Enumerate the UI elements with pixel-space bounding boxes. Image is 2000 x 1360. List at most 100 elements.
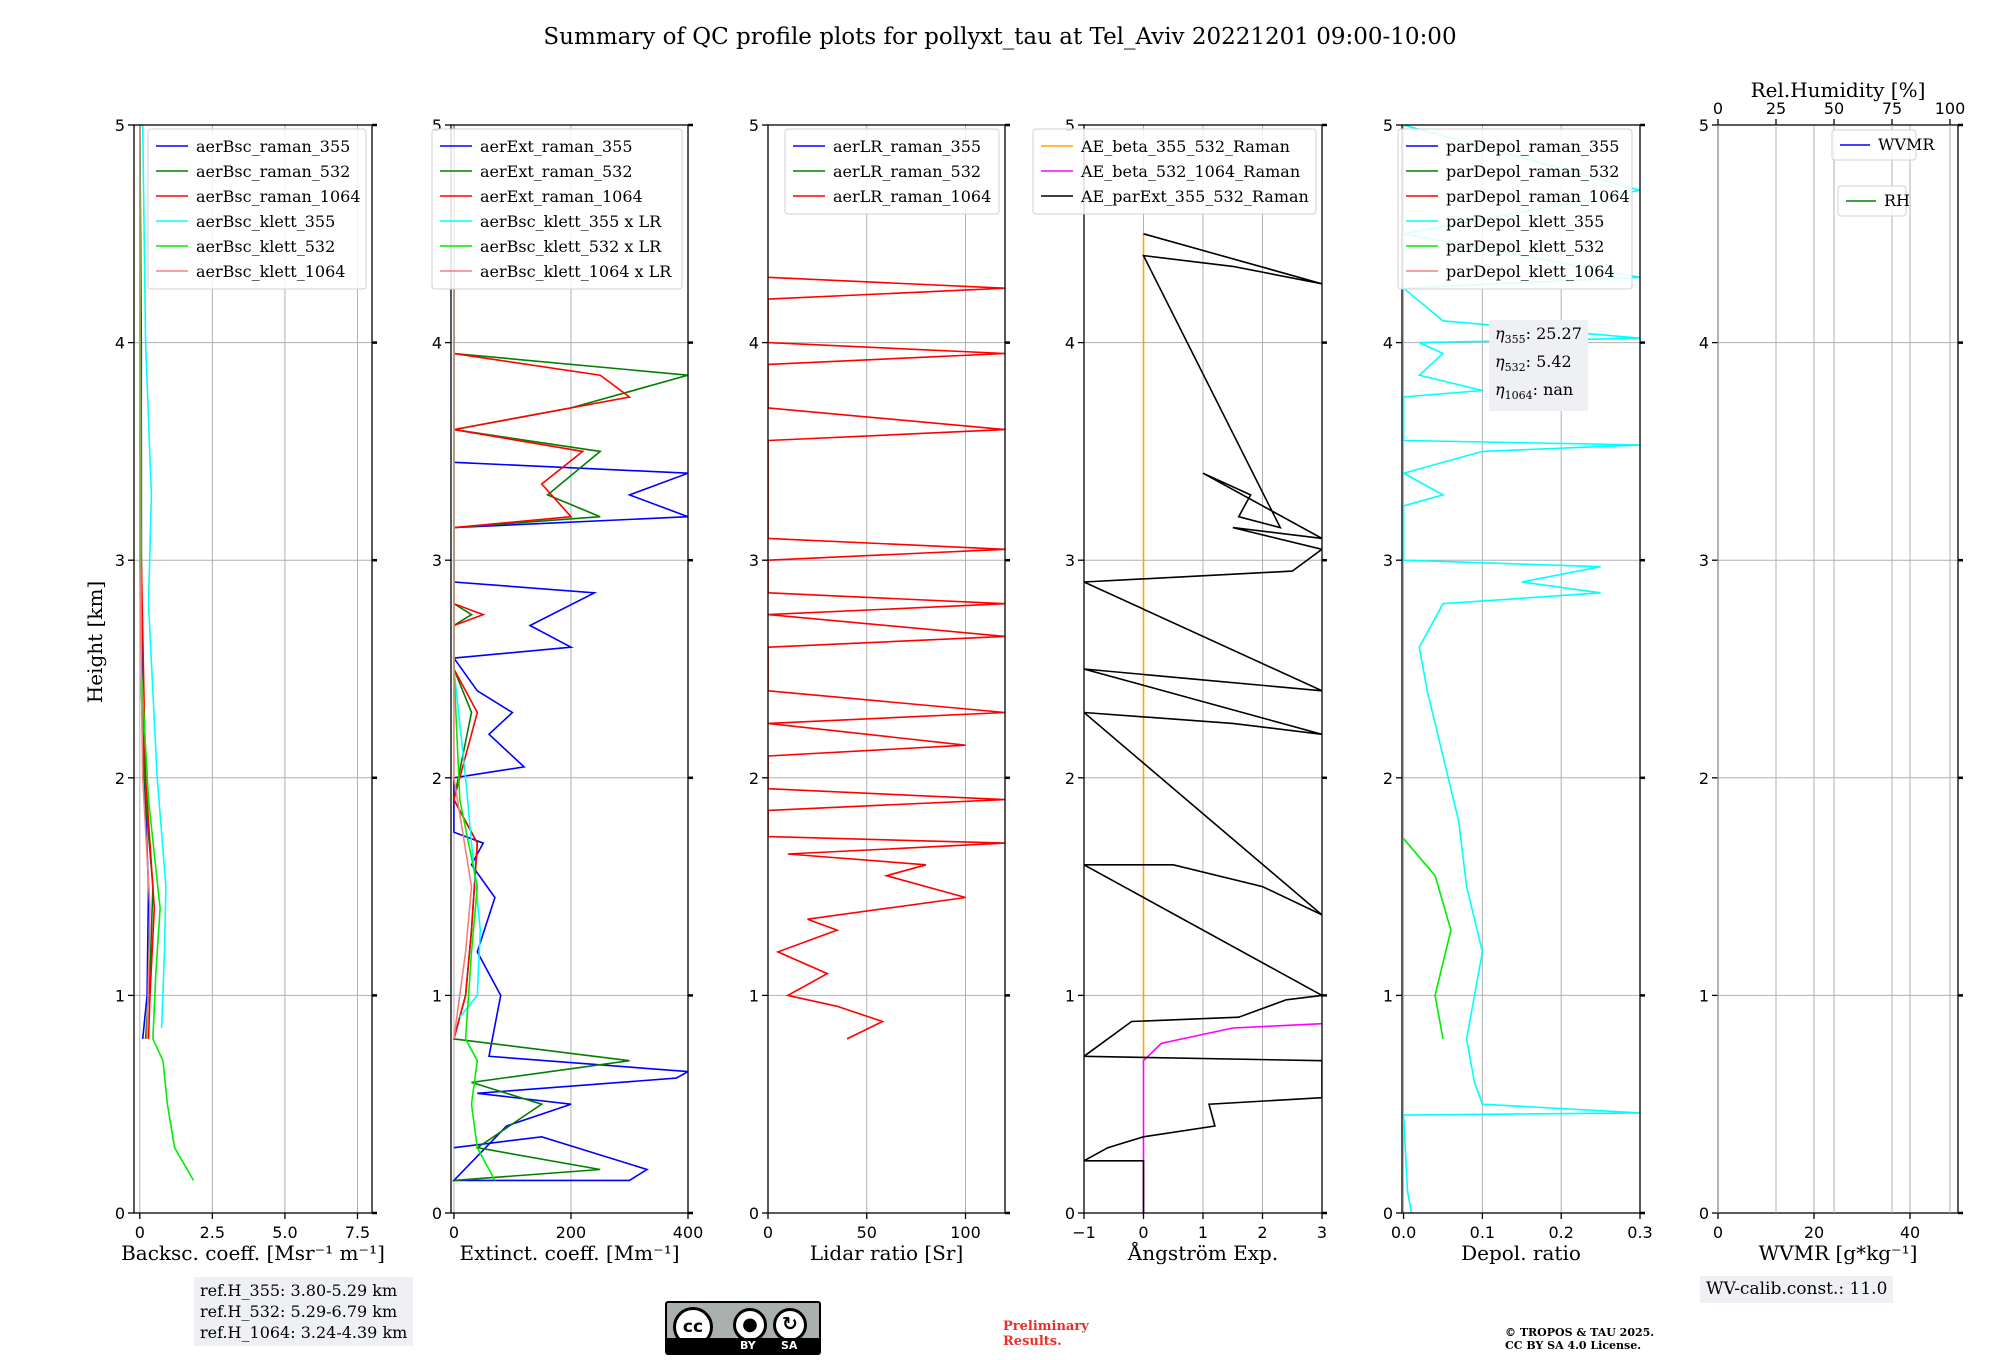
x-axis-label: Backsc. coeff. [Msr⁻¹ m⁻¹] (121, 1241, 385, 1265)
top-x-tick-label: 0 (1713, 99, 1723, 118)
x-axis-label: Lidar ratio [Sr] (810, 1241, 964, 1265)
y-tick-label: 3 (115, 551, 125, 570)
cc-license-badge[interactable]: cc ● ↻ BY SA (665, 1301, 821, 1355)
eta-1064: η1064: nan (1495, 380, 1574, 403)
y-tick-label: 0 (115, 1204, 125, 1223)
series-line-aerBsc_klett_532 x LR (453, 125, 496, 1181)
x-tick-label: 0.1 (1470, 1223, 1495, 1242)
top-x-tick-label: 25 (1766, 99, 1786, 118)
y-tick-label: 1 (1699, 986, 1709, 1005)
y-tick-label: 2 (1065, 769, 1075, 788)
preliminary-line-2: Results. (1003, 1334, 1062, 1349)
legend-label-parDepol_raman_1064: parDepol_raman_1064 (1446, 187, 1630, 206)
reference-height-box: ref.H_355: 3.80-5.29 km ref.H_532: 5.29-… (194, 1277, 414, 1346)
legend-label-aerExt_raman_355: aerExt_raman_355 (480, 137, 633, 156)
x-tick-label: 0 (449, 1223, 459, 1242)
legend-label-aerExt_raman_532: aerExt_raman_532 (480, 162, 633, 181)
axes-frame (133, 124, 373, 1214)
top-x-tick-label: 50 (1824, 99, 1844, 118)
y-tick-label: 3 (1065, 551, 1075, 570)
legend-box (1831, 129, 1917, 161)
y-tick-label: 1 (1383, 986, 1393, 1005)
figure-title: Summary of QC profile plots for pollyxt_… (543, 24, 1456, 50)
x-tick-label: 2.5 (200, 1223, 225, 1242)
series-line-aerLR_raman_1064 (768, 276, 1005, 1040)
axes-frame (1401, 124, 1641, 1214)
axes-frame (450, 124, 689, 1214)
y-axis-label: Height [km] (83, 581, 107, 703)
y-tick-label: 0 (749, 1204, 759, 1223)
legend: aerLR_raman_355 aerLR_raman_532 aerLR_rama… (784, 128, 1000, 215)
y-tick-label: 5 (432, 116, 442, 135)
y-tick-label: 2 (432, 769, 442, 788)
x-tick-label: 0 (1713, 1223, 1723, 1242)
y-tick-label: 4 (749, 334, 759, 353)
y-tick-label: 0 (432, 1204, 442, 1223)
copyright-line-2: CC BY SA 4.0 License. (1505, 1339, 1642, 1352)
legend: parDepol_raman_355 parDepol_raman_532 parD… (1397, 128, 1633, 290)
y-tick-label: 2 (1699, 769, 1709, 788)
eta-values-box: η355: 25.27 η532: 5.42 η1064: nan (1489, 320, 1588, 411)
legend-label-AE_beta_532_1064_Raman: AE_beta_532_1064_Raman (1080, 162, 1300, 181)
legend-label-parDepol_klett_1064: parDepol_klett_1064 (1446, 262, 1615, 281)
x-tick-label: 1 (1198, 1223, 1208, 1242)
axes-frame (1717, 124, 1959, 1214)
x-tick-label: 40 (1900, 1223, 1920, 1242)
y-tick-label: 0 (1699, 1204, 1709, 1223)
license-bar (667, 1338, 819, 1353)
y-tick-label: 5 (1699, 116, 1709, 135)
series-line-aerBsc_klett_1064 (139, 125, 151, 1039)
x-tick-label: 50 (857, 1223, 877, 1242)
legend-label-aerBsc_klett_1064 x LR: aerBsc_klett_1064 x LR (480, 262, 672, 281)
x-tick-label: −1 (1072, 1223, 1096, 1242)
y-tick-label: 2 (1383, 769, 1393, 788)
legend-label-aerLR_raman_355: aerLR_raman_355 (833, 137, 981, 156)
y-tick-label: 4 (1383, 334, 1393, 353)
x-tick-label: 2 (1257, 1223, 1267, 1242)
x-tick-label: 0 (763, 1223, 773, 1242)
legend-RH: RH (1837, 185, 1910, 217)
x-tick-label: 100 (950, 1223, 981, 1242)
x-tick-label: 5.0 (272, 1223, 297, 1242)
ref-height-1064: ref.H_1064: 3.24-4.39 km (200, 1323, 408, 1342)
legend-label-aerBsc_klett_355: aerBsc_klett_355 (196, 212, 335, 231)
legend-box (1032, 128, 1317, 215)
top-x-tick-label: 75 (1882, 99, 1902, 118)
legend-label-parDepol_raman_532: parDepol_raman_532 (1446, 162, 1619, 181)
y-tick-label: 1 (749, 986, 759, 1005)
share-alike-icon: ↻ (773, 1308, 807, 1342)
x-axis-label: Ångström Exp. (1127, 1240, 1278, 1265)
legend-label-aerBsc_raman_355: aerBsc_raman_355 (196, 137, 350, 156)
ref-height-355: ref.H_355: 3.80-5.29 km (200, 1281, 398, 1300)
legend-label-AE_beta_355_532_Raman: AE_beta_355_532_Raman (1080, 137, 1290, 156)
eta-355: η355: 25.27 (1495, 324, 1582, 347)
series-line-aerBsc_klett_1064 x LR (453, 125, 473, 1040)
legend-label-aerBsc_klett_532: aerBsc_klett_532 (196, 237, 335, 256)
series-line-aerBsc_klett_355 (141, 125, 167, 1029)
eta-532: η532: 5.42 (1495, 352, 1572, 375)
copyright-line-1: © TROPOS & TAU 2025. (1505, 1326, 1655, 1339)
y-tick-label: 1 (115, 986, 125, 1005)
legend-box (1397, 128, 1633, 290)
series-line-AE_beta_532_1064_Raman (1142, 1022, 1322, 1213)
legend-label: RH (1884, 191, 1910, 210)
legend-label-parDepol_klett_355: parDepol_klett_355 (1446, 212, 1604, 231)
wv-calib-box: WV-calib.const.: 11.0 (1700, 1276, 1894, 1303)
legend-label-aerBsc_raman_532: aerBsc_raman_532 (196, 162, 350, 181)
legend: AE_beta_355_532_Raman AE_beta_532_1064_Ra… (1032, 128, 1317, 215)
attribution-person-icon: ● (733, 1308, 767, 1342)
y-tick-label: 3 (1699, 551, 1709, 570)
x-tick-label: 0 (135, 1223, 145, 1242)
x-tick-label: 400 (673, 1223, 704, 1242)
x-tick-label: 20 (1804, 1223, 1824, 1242)
series-line-parDepol_klett_355 (1402, 125, 1640, 1213)
legend: aerBsc_raman_355 aerBsc_raman_532 aerBsc_r… (147, 128, 367, 290)
y-tick-label: 4 (432, 334, 442, 353)
license-sa-label: SA (781, 1339, 798, 1352)
legend-label-AE_parExt_355_532_Raman: AE_parExt_355_532_Raman (1080, 187, 1309, 206)
y-tick-label: 4 (1699, 334, 1709, 353)
